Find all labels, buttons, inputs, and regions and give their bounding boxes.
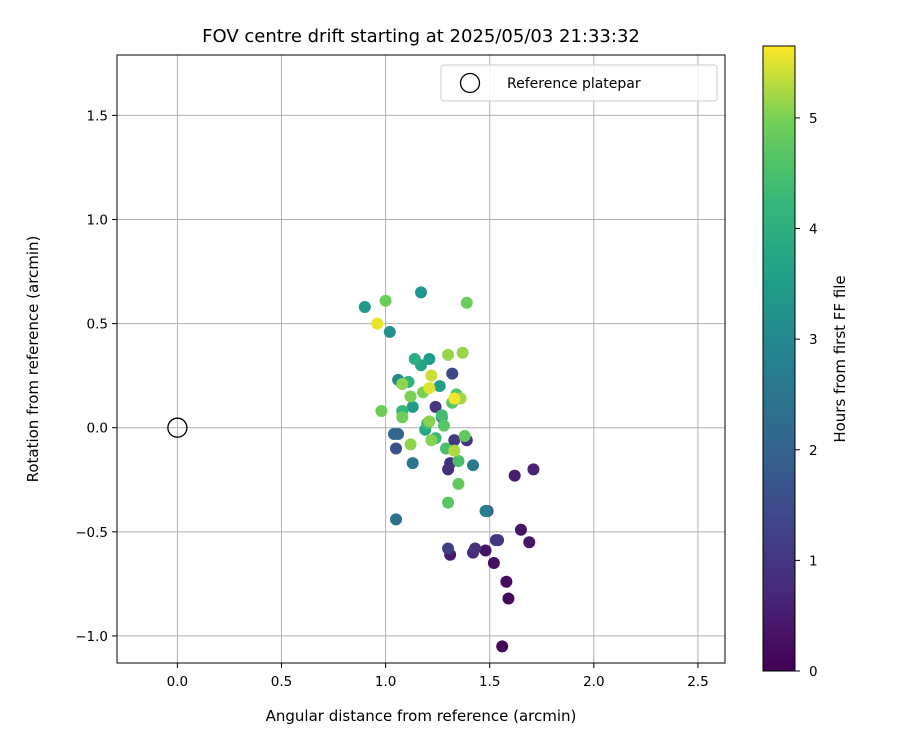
y-tick-label: −1.0 <box>75 629 108 645</box>
scatter-point <box>456 346 469 359</box>
colorbar-tick-label: 4 <box>809 222 818 238</box>
legend-box <box>440 64 718 102</box>
scatter-point <box>496 640 509 653</box>
x-tick-label: 0.5 <box>271 674 292 690</box>
scatter-point <box>408 353 421 365</box>
scatter-point <box>423 353 436 365</box>
scatter-point <box>375 405 388 418</box>
scatter-point <box>487 557 500 570</box>
colorbar-ticks: 0 1 2 3 4 5 <box>795 111 818 680</box>
scatter-point <box>448 434 461 447</box>
reference-layer <box>167 417 188 438</box>
scatter-point <box>404 390 417 403</box>
scatter-point <box>500 575 513 588</box>
y-tick-label: 1.0 <box>87 212 108 228</box>
scatter-point <box>390 442 403 455</box>
scatter-point <box>452 455 465 468</box>
scatter-point <box>442 496 455 509</box>
x-tick-label: 1.0 <box>375 674 396 690</box>
colorbar-label: Hours from first FF file <box>831 275 849 442</box>
scatter-point <box>425 434 438 447</box>
x-axis-label: Angular distance from reference (arcmin) <box>266 707 577 725</box>
scatter-point <box>448 444 461 457</box>
scatter-point <box>423 415 436 428</box>
scatter-point <box>371 317 384 330</box>
scatter-point <box>392 427 405 440</box>
legend-reference-marker-icon <box>459 72 481 94</box>
scatter-point <box>435 409 448 422</box>
scatter-point <box>379 294 392 307</box>
colorbar-tick-label: 1 <box>809 553 818 569</box>
plot-area-frame <box>116 54 726 664</box>
chart-title: FOV centre drift starting at 2025/05/03 … <box>202 26 640 47</box>
y-tick-label: 1.5 <box>87 108 108 124</box>
x-tick-label: 0.0 <box>167 674 188 690</box>
legend-entry-reference-platepar: Reference platepar <box>507 76 641 92</box>
scatter-point <box>406 457 419 470</box>
scatter-point <box>442 542 455 555</box>
scatter-point <box>358 300 371 313</box>
scatter-point <box>433 380 446 393</box>
colorbar-tick-label: 5 <box>809 111 818 127</box>
y-tick-label: −0.5 <box>75 525 108 541</box>
reference-platepar-marker <box>167 417 188 438</box>
scatter-point <box>390 513 403 526</box>
scatter-point <box>479 544 492 557</box>
y-tick-label: 0.5 <box>87 317 108 333</box>
y-axis-label: Rotation from reference (arcmin) <box>24 236 42 483</box>
scatter-point <box>425 369 438 382</box>
scatter-point <box>448 392 461 405</box>
x-tick-label: 2.0 <box>583 674 604 690</box>
scatter-point <box>446 367 459 380</box>
scatter-point <box>458 430 471 443</box>
colorbar-gradient <box>762 45 796 672</box>
x-axis-ticks: 0.0 0.5 1.0 1.5 2.0 2.5 <box>167 663 709 690</box>
scatter-point <box>492 534 505 547</box>
scatter-point <box>406 400 419 413</box>
colorbar-tick-label: 0 <box>809 664 818 680</box>
colorbar-tick-label: 3 <box>809 332 818 348</box>
scatter-point <box>423 382 436 395</box>
x-tick-label: 1.5 <box>479 674 500 690</box>
scatter-point <box>527 463 540 476</box>
scatter-point <box>396 411 409 424</box>
scatter-point <box>442 348 455 361</box>
data-points <box>358 286 540 653</box>
scatter-point <box>437 419 450 432</box>
scatter-point <box>415 286 427 299</box>
legend: Reference platepar <box>440 64 718 102</box>
scatter-point <box>469 542 482 555</box>
scatter-point <box>479 505 492 517</box>
scatter-point <box>467 459 480 472</box>
grid-lines <box>117 55 725 663</box>
x-tick-label: 2.5 <box>687 674 708 690</box>
scatter-point <box>404 438 417 451</box>
scatter-point <box>396 377 409 390</box>
scatter-point <box>429 400 442 413</box>
scatter-point <box>514 523 527 536</box>
scatter-point <box>508 469 521 482</box>
scatter-point <box>460 296 473 309</box>
scatter-point <box>383 325 396 338</box>
y-axis-ticks: −1.0 −0.5 0.0 0.5 1.0 1.5 <box>75 108 117 645</box>
scatter-point <box>502 592 515 605</box>
y-tick-label: 0.0 <box>87 421 108 437</box>
scatter-point <box>523 536 536 549</box>
colorbar-tick-label: 2 <box>809 443 818 459</box>
scatter-point <box>452 477 465 490</box>
colorbar: 0 1 2 3 4 5 Hours from first FF file <box>762 45 849 680</box>
